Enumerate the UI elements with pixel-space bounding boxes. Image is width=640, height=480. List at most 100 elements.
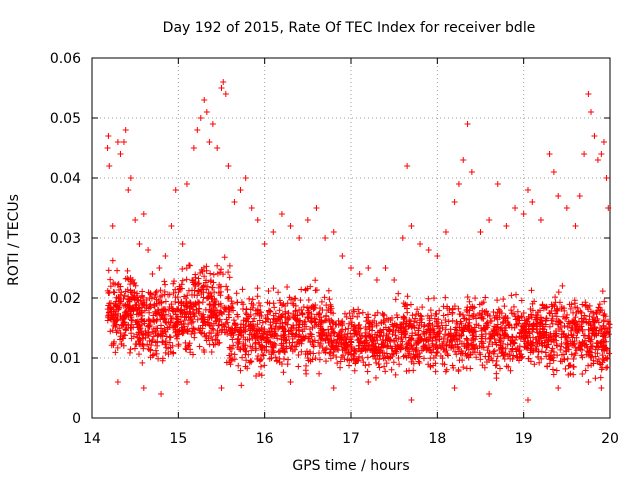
data-point — [206, 341, 213, 348]
data-point — [373, 320, 380, 327]
data-point — [211, 289, 218, 296]
data-point — [455, 181, 462, 187]
data-point — [371, 312, 378, 319]
data-point — [524, 187, 531, 193]
data-point — [578, 343, 585, 350]
data-point — [585, 379, 592, 385]
data-point — [380, 317, 387, 324]
data-point — [128, 330, 135, 337]
y-tick-label: 0.02 — [50, 291, 81, 307]
data-point — [140, 211, 147, 217]
data-point — [406, 316, 413, 323]
data-point — [491, 330, 498, 337]
data-point — [307, 330, 314, 337]
data-point — [553, 367, 560, 374]
data-point — [418, 315, 425, 322]
data-point — [548, 317, 555, 324]
data-point — [200, 347, 207, 354]
data-point — [198, 312, 205, 319]
data-point — [135, 351, 142, 358]
data-point — [228, 329, 235, 336]
data-point — [392, 329, 399, 336]
data-point — [605, 328, 612, 335]
data-point — [284, 300, 291, 307]
data-point — [218, 385, 225, 391]
data-point — [262, 318, 269, 325]
data-point — [133, 331, 140, 338]
data-point — [321, 294, 328, 301]
data-point — [177, 313, 184, 320]
data-point — [359, 309, 366, 316]
data-point — [403, 368, 410, 375]
data-point — [441, 331, 448, 338]
data-point — [249, 343, 256, 350]
data-point — [510, 339, 517, 346]
data-point — [175, 341, 182, 348]
data-point — [550, 333, 557, 340]
data-point — [492, 362, 499, 369]
data-point — [399, 235, 406, 241]
data-point — [319, 344, 326, 351]
data-point — [161, 316, 168, 323]
data-point — [150, 351, 157, 358]
data-point — [363, 314, 370, 321]
data-point — [175, 306, 182, 313]
data-point — [138, 309, 145, 316]
data-point — [316, 349, 323, 356]
data-point — [547, 355, 554, 362]
data-point — [311, 337, 318, 344]
data-point — [433, 311, 440, 318]
data-point — [162, 253, 169, 259]
data-point — [594, 157, 601, 163]
data-point — [153, 288, 160, 295]
data-point — [312, 355, 319, 362]
data-point — [562, 365, 569, 372]
data-point — [381, 363, 388, 370]
data-point — [116, 286, 123, 293]
data-point — [372, 340, 379, 347]
data-point — [395, 290, 402, 297]
data-point — [353, 330, 360, 337]
data-point — [528, 287, 535, 294]
data-point — [599, 288, 606, 295]
data-point — [225, 163, 232, 169]
data-point — [132, 340, 139, 347]
data-point — [453, 351, 460, 358]
data-point — [137, 325, 144, 332]
data-point — [496, 308, 503, 315]
data-point — [335, 332, 342, 339]
data-point — [316, 356, 323, 363]
data-point — [601, 298, 608, 305]
data-point — [478, 338, 485, 345]
data-point — [406, 334, 413, 341]
data-point — [434, 253, 441, 259]
data-point — [323, 302, 330, 309]
data-point — [104, 145, 111, 151]
data-point — [405, 352, 412, 359]
data-point — [228, 325, 235, 332]
data-point — [480, 299, 487, 306]
data-point — [182, 295, 189, 302]
data-point — [324, 335, 331, 342]
data-point — [358, 338, 365, 345]
data-point — [552, 294, 559, 301]
data-point — [308, 331, 315, 338]
data-point — [541, 339, 548, 346]
data-point — [561, 307, 568, 314]
data-point — [557, 358, 564, 365]
data-point — [165, 307, 172, 314]
data-point — [348, 321, 355, 328]
data-point — [354, 331, 361, 338]
data-point — [576, 193, 583, 199]
data-point — [237, 187, 244, 193]
data-point — [242, 175, 249, 181]
data-point — [538, 348, 545, 355]
data-point — [249, 318, 256, 325]
data-point — [546, 309, 553, 316]
data-point — [403, 305, 410, 312]
data-point — [580, 315, 587, 322]
data-point — [322, 235, 329, 241]
data-point — [185, 321, 192, 328]
data-point — [327, 309, 334, 316]
data-point — [303, 348, 310, 355]
